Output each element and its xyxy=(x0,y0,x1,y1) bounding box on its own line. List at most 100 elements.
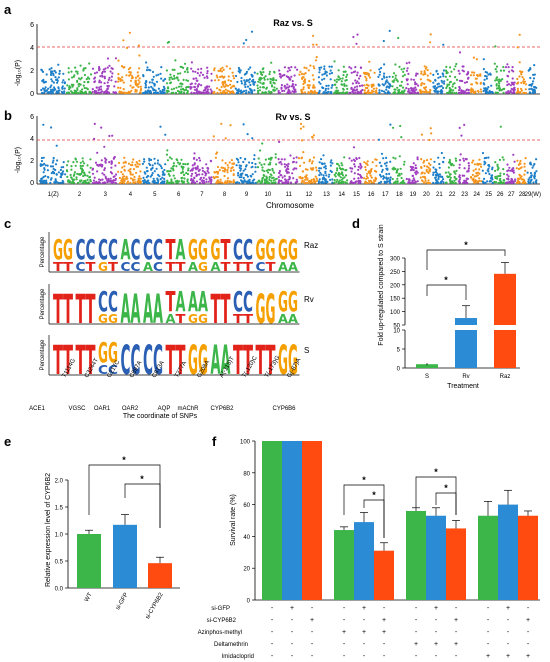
snp-point xyxy=(462,70,465,73)
snp-point xyxy=(114,91,117,94)
snp-point xyxy=(458,178,461,181)
snp-point xyxy=(471,71,474,74)
snp-point xyxy=(324,72,327,75)
snp-point xyxy=(329,164,332,167)
snp-point xyxy=(264,91,267,94)
snp-point xyxy=(198,173,201,176)
snp-point xyxy=(414,180,417,183)
snp-point xyxy=(467,91,470,94)
snp-point xyxy=(334,172,338,175)
snp-point xyxy=(120,179,123,182)
snp-point xyxy=(394,167,397,171)
snp-point xyxy=(380,170,384,173)
snp-point xyxy=(235,157,238,160)
snp-point xyxy=(416,156,419,159)
snp-point xyxy=(280,179,283,182)
snp-point xyxy=(535,170,538,173)
snp-point xyxy=(333,181,336,184)
snp-point xyxy=(264,75,267,78)
snp-point xyxy=(186,178,189,181)
snp-point xyxy=(79,164,82,167)
panel-f-bar xyxy=(282,441,302,600)
snp-point xyxy=(469,74,473,77)
snp-point xyxy=(509,84,512,87)
snp-point xyxy=(490,174,493,177)
snp-point xyxy=(377,138,381,141)
snp-point xyxy=(115,173,118,176)
panel-f-table-cell: + xyxy=(526,653,530,660)
snp-point xyxy=(452,164,455,167)
panel-f-table-cell: + xyxy=(434,641,438,648)
snp-point xyxy=(156,159,160,162)
panel-f-table-cell: + xyxy=(362,605,366,612)
snp-point xyxy=(411,181,414,184)
snp-point xyxy=(429,41,432,44)
panel-f-table-cell: - xyxy=(363,653,366,660)
snp-point xyxy=(205,90,208,93)
snp-point xyxy=(506,63,509,66)
snp-point xyxy=(435,168,438,172)
panel-f-table-cell: - xyxy=(311,629,314,636)
snp-point xyxy=(290,75,293,78)
snp-point xyxy=(449,162,452,165)
snp-point xyxy=(396,168,399,171)
snp-point xyxy=(87,81,90,84)
snp-point xyxy=(474,77,477,80)
snp-point xyxy=(490,176,493,180)
snp-point xyxy=(326,180,329,183)
snp-point xyxy=(103,168,106,172)
snp-point xyxy=(318,81,321,84)
snp-point xyxy=(110,166,113,169)
snp-point xyxy=(206,88,210,91)
snp-point xyxy=(301,176,304,179)
snp-point xyxy=(214,79,217,82)
snp-point xyxy=(216,165,220,169)
panel-d-bar xyxy=(416,364,438,368)
snp-point xyxy=(382,175,385,178)
snp-point xyxy=(470,91,473,94)
panel-f-table-cell: - xyxy=(415,605,418,612)
logo-letter: T xyxy=(76,338,86,384)
snp-point xyxy=(410,87,413,90)
panel-f-ytick-label: 60 xyxy=(243,503,250,509)
snp-point xyxy=(517,163,520,166)
chromosome-label: 19 xyxy=(410,192,417,198)
logo-letter: T xyxy=(256,338,266,384)
panel-d-bar-upper xyxy=(494,273,516,325)
snp-point xyxy=(242,169,245,172)
snp-point xyxy=(407,87,410,91)
snp-point xyxy=(133,175,136,179)
snp-point xyxy=(396,174,400,177)
snp-point xyxy=(340,180,343,184)
snp-point xyxy=(248,78,251,81)
snp-point xyxy=(242,123,245,126)
snp-point xyxy=(272,77,275,80)
snp-point xyxy=(195,180,198,183)
snp-point xyxy=(147,179,150,182)
snp-point xyxy=(101,178,104,181)
snp-point xyxy=(423,159,426,162)
snp-point xyxy=(522,91,525,95)
snp-point xyxy=(222,68,225,71)
snp-point xyxy=(237,161,240,164)
snp-point xyxy=(186,89,189,93)
snp-point xyxy=(375,164,378,167)
snp-point xyxy=(308,158,312,161)
snp-point xyxy=(265,176,268,180)
snp-point xyxy=(457,91,460,94)
snp-point xyxy=(314,59,318,62)
snp-point xyxy=(299,122,303,125)
snp-point xyxy=(178,163,181,166)
snp-point xyxy=(510,177,513,181)
snp-point xyxy=(434,176,437,179)
snp-point xyxy=(381,78,384,81)
snp-point xyxy=(194,82,197,85)
gene-label: VGSC xyxy=(68,406,86,412)
snp-point xyxy=(369,76,372,79)
snp-point xyxy=(229,169,232,172)
snp-point xyxy=(200,84,203,87)
snp-point xyxy=(104,161,107,164)
snp-point xyxy=(168,174,171,177)
panel-f-table-cell: - xyxy=(455,653,458,660)
panel-f-table-cell: - xyxy=(487,641,490,648)
